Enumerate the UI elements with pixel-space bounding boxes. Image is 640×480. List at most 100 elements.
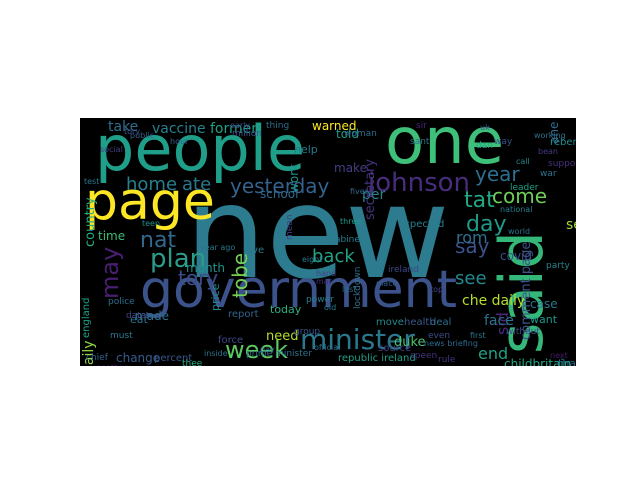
cloud-word: page	[85, 172, 215, 232]
cloud-word: back	[312, 246, 355, 267]
cloud-word: rom	[456, 228, 488, 247]
cloud-word: people	[95, 118, 306, 185]
cloud-word: report	[228, 309, 259, 320]
cloud-word: must	[110, 331, 133, 341]
cloud-word: place	[376, 279, 398, 288]
cloud-word: made	[135, 309, 170, 323]
cloud-word: call	[516, 157, 530, 166]
cloud-word: working	[534, 131, 566, 140]
cloud-word: woman	[344, 129, 377, 139]
cloud-word: change	[116, 351, 161, 365]
cloud-word: price	[209, 283, 222, 311]
cloud-word: move	[376, 317, 404, 328]
cloud-word: time	[98, 229, 126, 243]
cloud-word: today	[270, 303, 302, 316]
cloud-word: thing	[266, 121, 290, 131]
cloud-word: rule	[438, 355, 456, 365]
cloud-word: former	[210, 121, 258, 137]
cloud-word: leader	[510, 183, 539, 193]
cloud-word: expected	[398, 219, 445, 230]
cloud-word: dan	[476, 141, 493, 151]
cloud-word: deal	[430, 317, 452, 328]
cloud-word: hour	[170, 137, 189, 146]
cloud-word: take	[108, 119, 139, 135]
cloud-word: one	[385, 118, 505, 179]
cloud-word: next	[550, 351, 568, 360]
cloud-word: say	[455, 234, 490, 258]
cloud-word: group	[294, 327, 321, 337]
cloud-word: fiver	[350, 187, 368, 196]
cloud-word: vaccine	[152, 121, 206, 137]
cloud-word: che daily	[462, 293, 526, 309]
cloud-word: support	[548, 159, 576, 169]
cloud-word: party	[546, 261, 570, 271]
cloud-word: ireland	[388, 265, 419, 275]
cloud-word: first	[470, 331, 486, 340]
cloud-word: social	[100, 145, 123, 154]
cloud-word: minister	[300, 323, 415, 356]
cloud-word: eight	[302, 255, 323, 264]
cloud-word: hand	[316, 269, 337, 278]
cloud-word: ave	[246, 245, 265, 256]
cloud-word: without	[506, 327, 540, 337]
cloud-word: force	[218, 335, 244, 346]
cloud-word: new	[185, 159, 450, 308]
cloud-word: source	[378, 343, 412, 354]
cloud-word: cabinet	[330, 235, 364, 245]
cloud-word: pay	[260, 345, 275, 354]
cloud-word: thee	[182, 359, 203, 367]
cloud-word: tat	[464, 188, 495, 213]
cloud-word: plan	[150, 244, 207, 274]
cloud-word: government	[140, 260, 458, 320]
cloud-word: help	[294, 143, 318, 156]
cloud-word: old	[324, 303, 337, 312]
cloud-word: early	[230, 121, 251, 130]
cloud-word: police	[108, 297, 135, 307]
cloud-word: face	[484, 313, 514, 329]
cloud-word: end	[478, 344, 509, 363]
cloud-word: mean	[285, 214, 295, 240]
cloud-word: even	[428, 331, 451, 341]
cloud-word: eat	[130, 313, 148, 326]
cloud-word: sir	[416, 121, 427, 131]
cloud-word: tory	[178, 266, 219, 290]
cloud-word: chief	[86, 353, 108, 363]
cloud-word: republic ireland	[338, 353, 416, 364]
cloud-word: make	[334, 161, 367, 175]
cloud-word: last	[342, 285, 357, 294]
cloud-word: official	[314, 343, 341, 352]
cloud-word: see	[455, 268, 487, 289]
cloud-word: need	[266, 329, 299, 344]
cloud-word: test	[84, 177, 100, 186]
cloud-word: day	[466, 212, 507, 237]
cloud-word: covid	[500, 249, 532, 263]
cloud-word: war	[540, 169, 557, 179]
cloud-word: three	[340, 217, 362, 226]
cloud-word: mar	[316, 277, 332, 286]
cloud-word: teen	[142, 219, 161, 228]
cloud-word: case	[530, 297, 558, 311]
cloud-word: sant	[410, 137, 430, 147]
cloud-word: speen	[410, 351, 438, 361]
cloud-word: home	[126, 174, 178, 195]
cloud-word: inside	[204, 349, 228, 358]
cloud-word: another	[96, 364, 127, 367]
cloud-word: per	[362, 187, 386, 203]
cloud-word: way	[494, 137, 513, 147]
cloud-word: want	[530, 313, 558, 326]
cloud-word: public	[130, 131, 155, 140]
cloud-word: tobe	[228, 252, 252, 298]
cloud-word: health	[404, 317, 436, 328]
word-cloud: new people one government said page johnson min…	[80, 118, 576, 366]
cloud-word: country	[83, 196, 98, 247]
cloud-word: million	[232, 129, 262, 139]
cloud-word: year ago	[200, 243, 236, 252]
cloud-word: set	[566, 217, 576, 233]
cloud-word: percent	[154, 353, 193, 364]
cloud-word: warned	[312, 119, 357, 133]
cloud-word: ate	[182, 174, 212, 195]
cloud-word: world	[508, 227, 531, 236]
cloud-word: duke	[394, 335, 426, 350]
cloud-word: england	[81, 297, 92, 338]
cloud-word: tha	[558, 357, 576, 366]
